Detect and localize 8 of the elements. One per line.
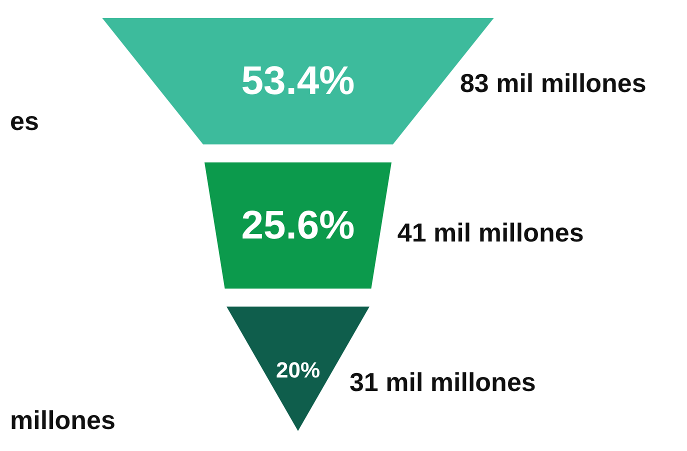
category-label: 83 mil millones [460,68,646,98]
data-label: 25.6% [241,204,355,248]
data-label: 20% [276,357,320,382]
category-label: 31 mil millones [349,367,536,398]
data-label: 53.4% [241,59,355,104]
text: millones [10,405,116,436]
text: es [10,106,39,136]
category-label: 41 mil millones [397,218,584,248]
